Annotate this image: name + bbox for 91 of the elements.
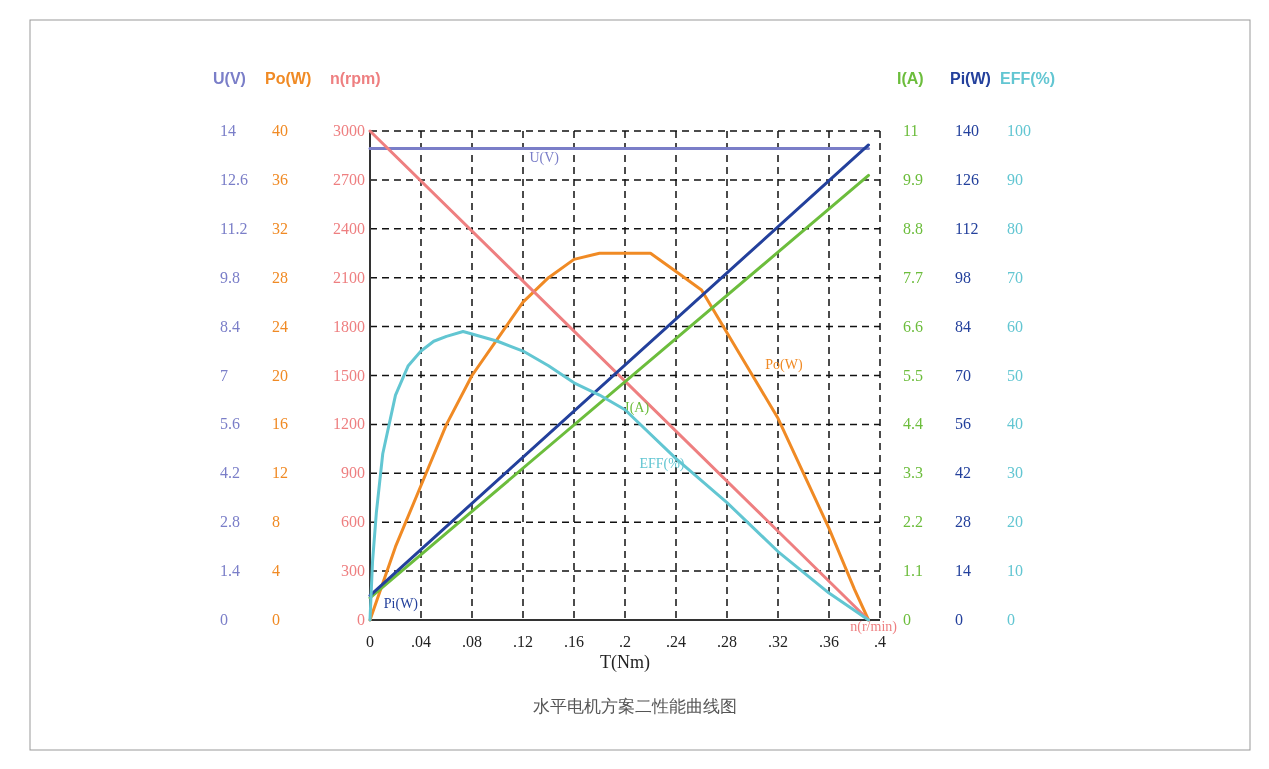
y-tick-label: 6.6 [903, 317, 923, 335]
y3-tick-label: 8.4 [220, 317, 240, 335]
y3-tick-label: 14 [220, 122, 236, 139]
y-axis-title: I(A) [897, 70, 924, 87]
y-tick-label: 600 [341, 513, 365, 531]
x-tick-label: .12 [513, 633, 533, 650]
y2-tick-label: 20 [272, 366, 288, 384]
text: 水平电机方案二性能曲线图 [532, 697, 737, 716]
y3-tick-label: 70 [1007, 268, 1023, 286]
y2-tick-label: 4 [272, 562, 280, 580]
y2-axis-title: Pi(W) [950, 70, 991, 87]
x-tick-label: .4 [874, 633, 886, 650]
line-series [368, 251, 871, 622]
y3-tick-label: 7 [220, 366, 228, 384]
y3-tick-label: 90 [1007, 170, 1023, 188]
y3-tick-label: 2.8 [220, 513, 240, 531]
y3-tick-label: 100 [1007, 122, 1031, 139]
y-tick-label: 3.3 [903, 464, 923, 482]
y3-tick-label: 30 [1007, 464, 1023, 482]
y-axis-title: n(rpm) [330, 70, 381, 87]
y2-tick-label: 70 [955, 366, 971, 384]
y2-tick-label: 56 [955, 415, 971, 433]
y3-tick-label: 1.4 [220, 562, 240, 580]
y-tick-label: 9.9 [903, 170, 923, 188]
x-tick-label: .36 [819, 633, 839, 650]
x-tick-label: .08 [462, 633, 482, 650]
series-label: n(r/min) [850, 619, 898, 635]
series-label: I(A) [625, 399, 650, 416]
y3-tick-label: 0 [220, 611, 228, 628]
series-label: Po(W) [765, 356, 803, 373]
y2-tick-label: 12 [272, 464, 288, 482]
y-tick-label: 900 [341, 464, 365, 482]
y3-tick-label: 4.2 [220, 464, 240, 482]
y2-tick-label: 40 [272, 122, 288, 139]
y3-axis-title: EFF(%) [1000, 70, 1056, 87]
y-tick-label: 2700 [333, 170, 365, 188]
series-label: U(V) [529, 150, 560, 167]
y2-tick-label: 126 [955, 170, 979, 188]
y-tick-label: 300 [341, 562, 365, 580]
y3-tick-label: 11.2 [220, 219, 248, 237]
y2-tick-label: 140 [955, 122, 979, 139]
y-tick-label: 2.2 [903, 513, 923, 531]
x-tick-label: .32 [768, 633, 788, 650]
x-tick-label: .16 [564, 633, 584, 650]
x-tick-label: .2 [619, 633, 631, 650]
line-series [368, 329, 871, 622]
y2-tick-label: 28 [272, 268, 288, 286]
y-tick-label: 2400 [333, 219, 365, 237]
y-tick-label: 5.5 [903, 366, 923, 384]
y-tick-label: 1500 [333, 366, 365, 384]
x-tick-label: .24 [666, 633, 686, 650]
y3-tick-label: 60 [1007, 317, 1023, 335]
y-tick-label: 1.1 [903, 562, 923, 580]
x-tick-label: .28 [717, 633, 737, 650]
x-axis-title: T(Nm) [600, 652, 650, 673]
y-tick-label: 11 [903, 122, 919, 139]
y-tick-label: 2100 [333, 268, 365, 286]
y3-tick-label: 5.6 [220, 415, 240, 433]
y3-axis-title: U(V) [213, 70, 246, 87]
y-tick-label: 0 [903, 611, 911, 628]
y3-tick-label: 50 [1007, 366, 1023, 384]
y2-axis-title: Po(W) [265, 70, 312, 87]
series-label: Pi(W) [383, 596, 419, 613]
y2-tick-label: 28 [955, 513, 971, 531]
y-tick-label: 1800 [333, 317, 365, 335]
y2-tick-label: 24 [272, 317, 288, 335]
y2-tick-label: 112 [955, 219, 979, 237]
y-tick-label: 4.4 [903, 415, 923, 433]
y3-tick-label: 0 [1007, 611, 1015, 628]
y2-tick-label: 14 [955, 562, 971, 580]
y2-tick-label: 84 [955, 317, 971, 335]
y2-tick-label: 0 [272, 611, 280, 628]
y-tick-label: 7.7 [903, 268, 923, 286]
y3-tick-label: 40 [1007, 415, 1023, 433]
y3-tick-label: 80 [1007, 219, 1023, 237]
y3-tick-label: 10 [1007, 562, 1023, 580]
y3-tick-label: 12.6 [220, 170, 248, 188]
y3-tick-label: 9.8 [220, 268, 240, 286]
x-tick-label: .04 [411, 633, 431, 650]
y3-tick-label: 20 [1007, 513, 1023, 531]
y-tick-label: 0 [357, 611, 365, 628]
y2-tick-label: 16 [272, 415, 288, 433]
y2-tick-label: 42 [955, 464, 971, 482]
y-tick-label: 3000 [333, 122, 365, 139]
y2-tick-label: 32 [272, 219, 288, 237]
y-tick-label: 8.8 [903, 219, 923, 237]
y2-tick-label: 0 [955, 611, 963, 628]
y2-tick-label: 8 [272, 513, 280, 531]
y-tick-label: 1200 [333, 415, 365, 433]
y2-tick-label: 36 [272, 170, 288, 188]
y2-tick-label: 98 [955, 268, 971, 286]
